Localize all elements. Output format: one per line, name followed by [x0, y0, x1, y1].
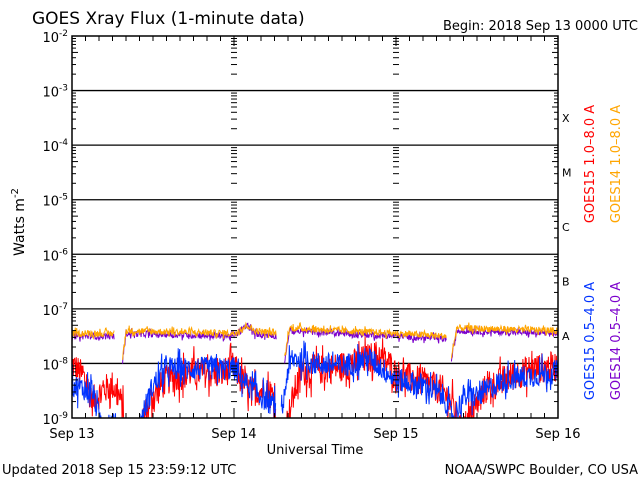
y-tick-base: 10 [42, 86, 59, 101]
flare-class-label: B [562, 276, 570, 289]
y-tick-base: 10 [42, 31, 59, 46]
updated-text: Updated 2018 Sep 15 23:59:12 UTC [2, 463, 236, 478]
y-axis-label-sup: -2 [10, 188, 21, 198]
y-tick-exponent: -2 [59, 29, 68, 39]
y-tick-base: 10 [42, 249, 59, 264]
y-tick-label: 10-4 [42, 138, 68, 155]
series-line [72, 322, 558, 364]
flare-class-label: X [562, 112, 570, 125]
legend-entry: GOES15 1.0–8.0 A [583, 105, 598, 223]
series-group [72, 321, 558, 418]
y-tick-exponent: -7 [59, 302, 68, 312]
x-tick-label: Sep 16 [535, 427, 580, 442]
y-tick-label: 10-9 [42, 411, 68, 428]
legend-entry: GOES14 0.5–4.0 A [609, 282, 624, 400]
y-tick-base: 10 [42, 358, 59, 373]
y-tick-exponent: -6 [59, 247, 68, 257]
y-tick-exponent: -5 [59, 193, 68, 203]
begin-label: Begin: 2018 Sep 13 0000 UTC [443, 19, 638, 34]
series-line [72, 321, 558, 360]
y-tick-exponent: -8 [59, 356, 68, 366]
chart-title: GOES Xray Flux (1-minute data) [32, 9, 305, 29]
series-line [72, 340, 558, 418]
y-tick-base: 10 [42, 413, 59, 428]
y-tick-label: 10-3 [42, 84, 68, 101]
y-tick-base: 10 [42, 195, 59, 210]
x-tick-label: Sep 15 [373, 427, 418, 442]
flare-class-label: C [562, 221, 570, 234]
legend-entry: GOES15 0.5–4.0 A [583, 282, 598, 400]
legend-entry: GOES14 1.0–8.0 A [609, 105, 624, 223]
flare-class-label: A [562, 330, 570, 343]
x-tick-label: Sep 13 [49, 427, 94, 442]
legend: GOES15 1.0–8.0 A GOES14 1.0–8.0 A GOES15 0… [583, 105, 624, 400]
grid-lines [72, 89, 558, 365]
series-line [72, 336, 558, 418]
y-tick-label: 10-5 [42, 193, 68, 210]
x-tick-label: Sep 14 [211, 427, 256, 442]
y-tick-label: 10-7 [42, 302, 68, 319]
y-tick-label: 10-2 [42, 29, 68, 46]
y-tick-base: 10 [42, 304, 59, 319]
y-tick-exponent: -9 [59, 411, 68, 421]
credit-text: NOAA/SWPC Boulder, CO USA [445, 463, 638, 478]
y-tick-exponent: -4 [59, 138, 68, 148]
y-tick-exponent: -3 [59, 84, 68, 94]
y-tick-label: 10-8 [42, 356, 68, 373]
x-axis-label: Universal Time [267, 443, 364, 458]
y-axis-label: Watts m-2 [10, 188, 28, 256]
y-tick-label: 10-6 [42, 247, 68, 264]
flare-class-label: M [562, 166, 572, 179]
y-tick-base: 10 [42, 140, 59, 155]
y-axis-label-text: Watts m [12, 198, 28, 256]
